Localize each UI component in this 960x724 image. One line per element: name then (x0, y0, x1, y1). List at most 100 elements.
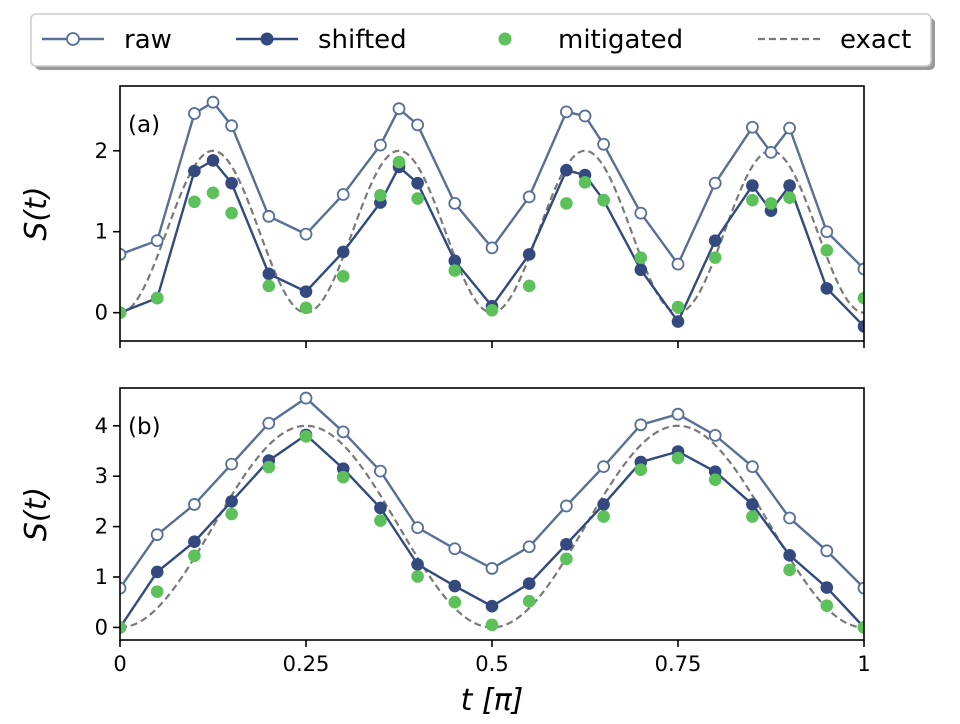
mitigated-point (634, 251, 648, 264)
raw-point (187, 498, 201, 511)
shifted-point (746, 498, 759, 511)
mitigated-point (150, 585, 164, 598)
mitigated-point (262, 460, 276, 474)
shifted-point (708, 234, 722, 247)
shifted-point (783, 549, 796, 562)
legend-frame (30, 13, 932, 67)
mitigated-point (597, 193, 610, 207)
raw-point (634, 418, 648, 432)
shifted-point (448, 579, 462, 593)
raw-point (560, 499, 573, 513)
x-tick-label: 1 (857, 652, 870, 676)
shifted-point (411, 176, 424, 190)
raw-point (485, 241, 499, 255)
raw-point (560, 105, 573, 119)
shifted-point (299, 285, 313, 298)
x-tick-label: 0.25 (283, 652, 330, 676)
shifted-point (485, 599, 499, 613)
raw-point (120, 247, 127, 261)
shifted-point (634, 263, 648, 277)
shifted-point (560, 163, 573, 177)
mitigated-point (485, 618, 499, 632)
raw-point (764, 145, 778, 159)
raw-point (522, 190, 536, 204)
mitigated-point (120, 306, 127, 319)
y-tick-label: 0 (95, 615, 108, 639)
shifted-point (225, 495, 238, 508)
exact-curve (120, 149, 864, 314)
raw-point (150, 234, 164, 248)
raw-point (120, 581, 127, 595)
raw-point (448, 196, 462, 210)
y-tick-label: 2 (95, 139, 108, 163)
plot-series (120, 95, 864, 333)
plot-series (120, 391, 864, 634)
raw-point (411, 118, 425, 132)
shifted-point (671, 315, 685, 328)
mitigated-point (820, 599, 834, 613)
legend-mitigated-marker (498, 32, 512, 46)
mitigated-point (857, 621, 864, 634)
raw-point (857, 262, 864, 276)
mitigated-point (448, 595, 462, 609)
mitigated-point (764, 197, 778, 210)
raw-point (225, 457, 239, 471)
shifted-point (188, 164, 201, 178)
raw-point (820, 544, 834, 558)
shifted-point (746, 179, 759, 192)
legend-shifted-marker (260, 32, 274, 46)
y-axis-title: S(t) (19, 186, 54, 240)
y-tick-label: 4 (95, 414, 108, 438)
raw-point (820, 225, 834, 239)
raw-point (671, 407, 685, 421)
shifted-point (820, 581, 834, 594)
raw-point (485, 562, 499, 575)
y-axis-title: S(t) (19, 487, 54, 541)
mitigated-point (262, 279, 276, 293)
shifted-point (225, 176, 238, 190)
x-tick-label: 0 (113, 652, 126, 676)
mitigated-point (857, 291, 864, 305)
legend-label: exact (840, 25, 911, 55)
raw-point (392, 102, 406, 116)
y-tick-label: 1 (95, 565, 108, 589)
mitigated-point (708, 251, 722, 264)
x-tick-label: 0.5 (475, 652, 508, 676)
legend-label: shifted (318, 25, 407, 55)
mitigated-point (746, 193, 759, 207)
raw-point (708, 428, 722, 442)
mitigated-point (374, 188, 387, 202)
mitigated-point (120, 621, 127, 634)
raw-point (578, 109, 592, 123)
raw-point (708, 176, 722, 190)
shared-x-axis: 0 0.25 0.5 0.75 1 t [π] (113, 652, 870, 718)
raw-point (597, 460, 610, 474)
raw-point (299, 227, 313, 241)
raw-point (373, 138, 387, 152)
raw-point (299, 391, 313, 405)
mitigated-point (671, 300, 685, 314)
mitigated-point (374, 514, 387, 527)
shifted-point (597, 498, 610, 511)
mitigated-point (150, 291, 164, 305)
mitigated-point (783, 191, 796, 205)
shifted-point (206, 154, 220, 167)
raw-point (225, 119, 239, 133)
raw-point (206, 95, 220, 109)
raw-point (783, 121, 796, 135)
mitigated-point (188, 195, 201, 209)
mitigated-point (225, 507, 238, 521)
shifted-point (857, 320, 864, 333)
mitigated-point (671, 451, 685, 465)
mitigated-point (522, 594, 536, 608)
raw-point (373, 464, 387, 478)
shifted-point (150, 565, 164, 579)
mitigated-point (206, 186, 220, 200)
panel-b: 0 1 2 3 4 (b) S(t) (19, 387, 865, 647)
panel-a: 0 1 2 (a) S(t) (19, 85, 865, 348)
mitigated-point (708, 473, 722, 487)
y-tick-label: 2 (95, 515, 108, 539)
mitigated-point (560, 197, 573, 210)
